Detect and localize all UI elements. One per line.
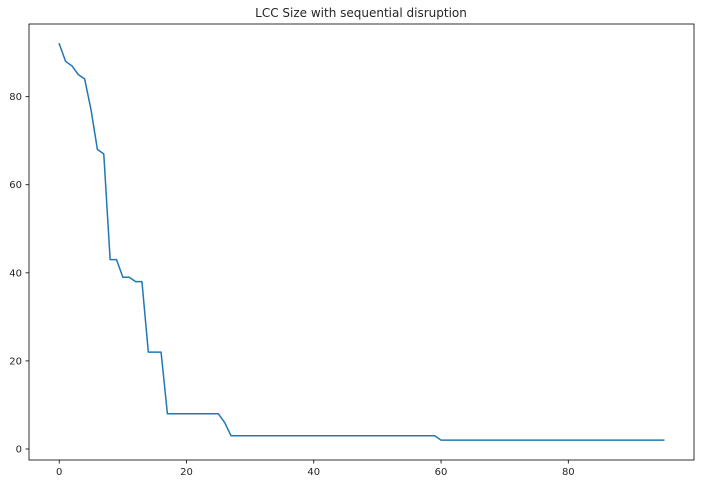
chart-title: LCC Size with sequential disruption — [255, 6, 467, 20]
y-tick-label: 60 — [9, 180, 22, 191]
y-tick-label: 40 — [9, 268, 22, 279]
x-tick-label: 0 — [56, 467, 62, 478]
plot-area: 0 20 40 60 80 0 20 40 60 80 — [9, 23, 695, 478]
series-line-0 — [58, 42, 665, 441]
x-tick-label: 20 — [180, 467, 193, 478]
x-tick-label: 60 — [435, 467, 448, 478]
x-tick-label: 80 — [562, 467, 575, 478]
y-tick-label: 20 — [9, 356, 22, 367]
y-tick-label: 0 — [16, 444, 22, 455]
y-tick-label: 80 — [9, 92, 22, 103]
x-tick-label: 40 — [307, 467, 320, 478]
plot-frame — [28, 23, 695, 461]
